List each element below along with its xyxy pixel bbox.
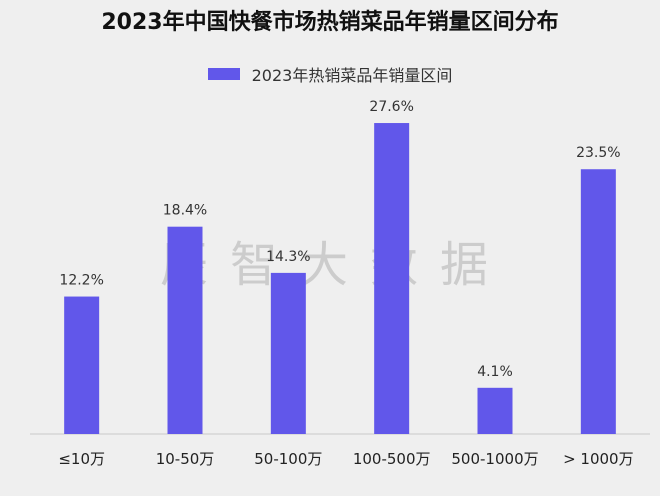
bar [477,387,513,434]
data-label: 14.3% [266,249,310,265]
legend-swatch [207,68,240,80]
data-label: 4.1% [477,364,513,380]
data-label: 12.2% [59,273,103,289]
chart-title: 2023年中国快餐市场热销菜品年销量区间分布 [101,10,559,35]
bar [374,123,410,434]
legend: 2023年热销菜品年销量区间 [0,62,660,86]
bar [270,272,306,434]
x-tick-label: > 1000万 [563,450,634,468]
bar [64,296,100,434]
bar [580,169,616,434]
bar [167,226,203,434]
legend-label: 2023年热销菜品年销量区间 [251,66,453,85]
x-tick-label: 10-50万 [156,450,215,468]
data-label: 18.4% [163,203,207,219]
x-tick-label: 500-1000万 [451,450,538,468]
x-tick-label: 100-500万 [353,450,431,468]
x-tick-label: 50-100万 [254,450,322,468]
data-label: 23.5% [576,145,620,161]
watermark: 辰智大数据 [160,237,511,293]
x-tick-label: ≤10万 [58,450,105,468]
data-label: 27.6% [369,99,413,115]
